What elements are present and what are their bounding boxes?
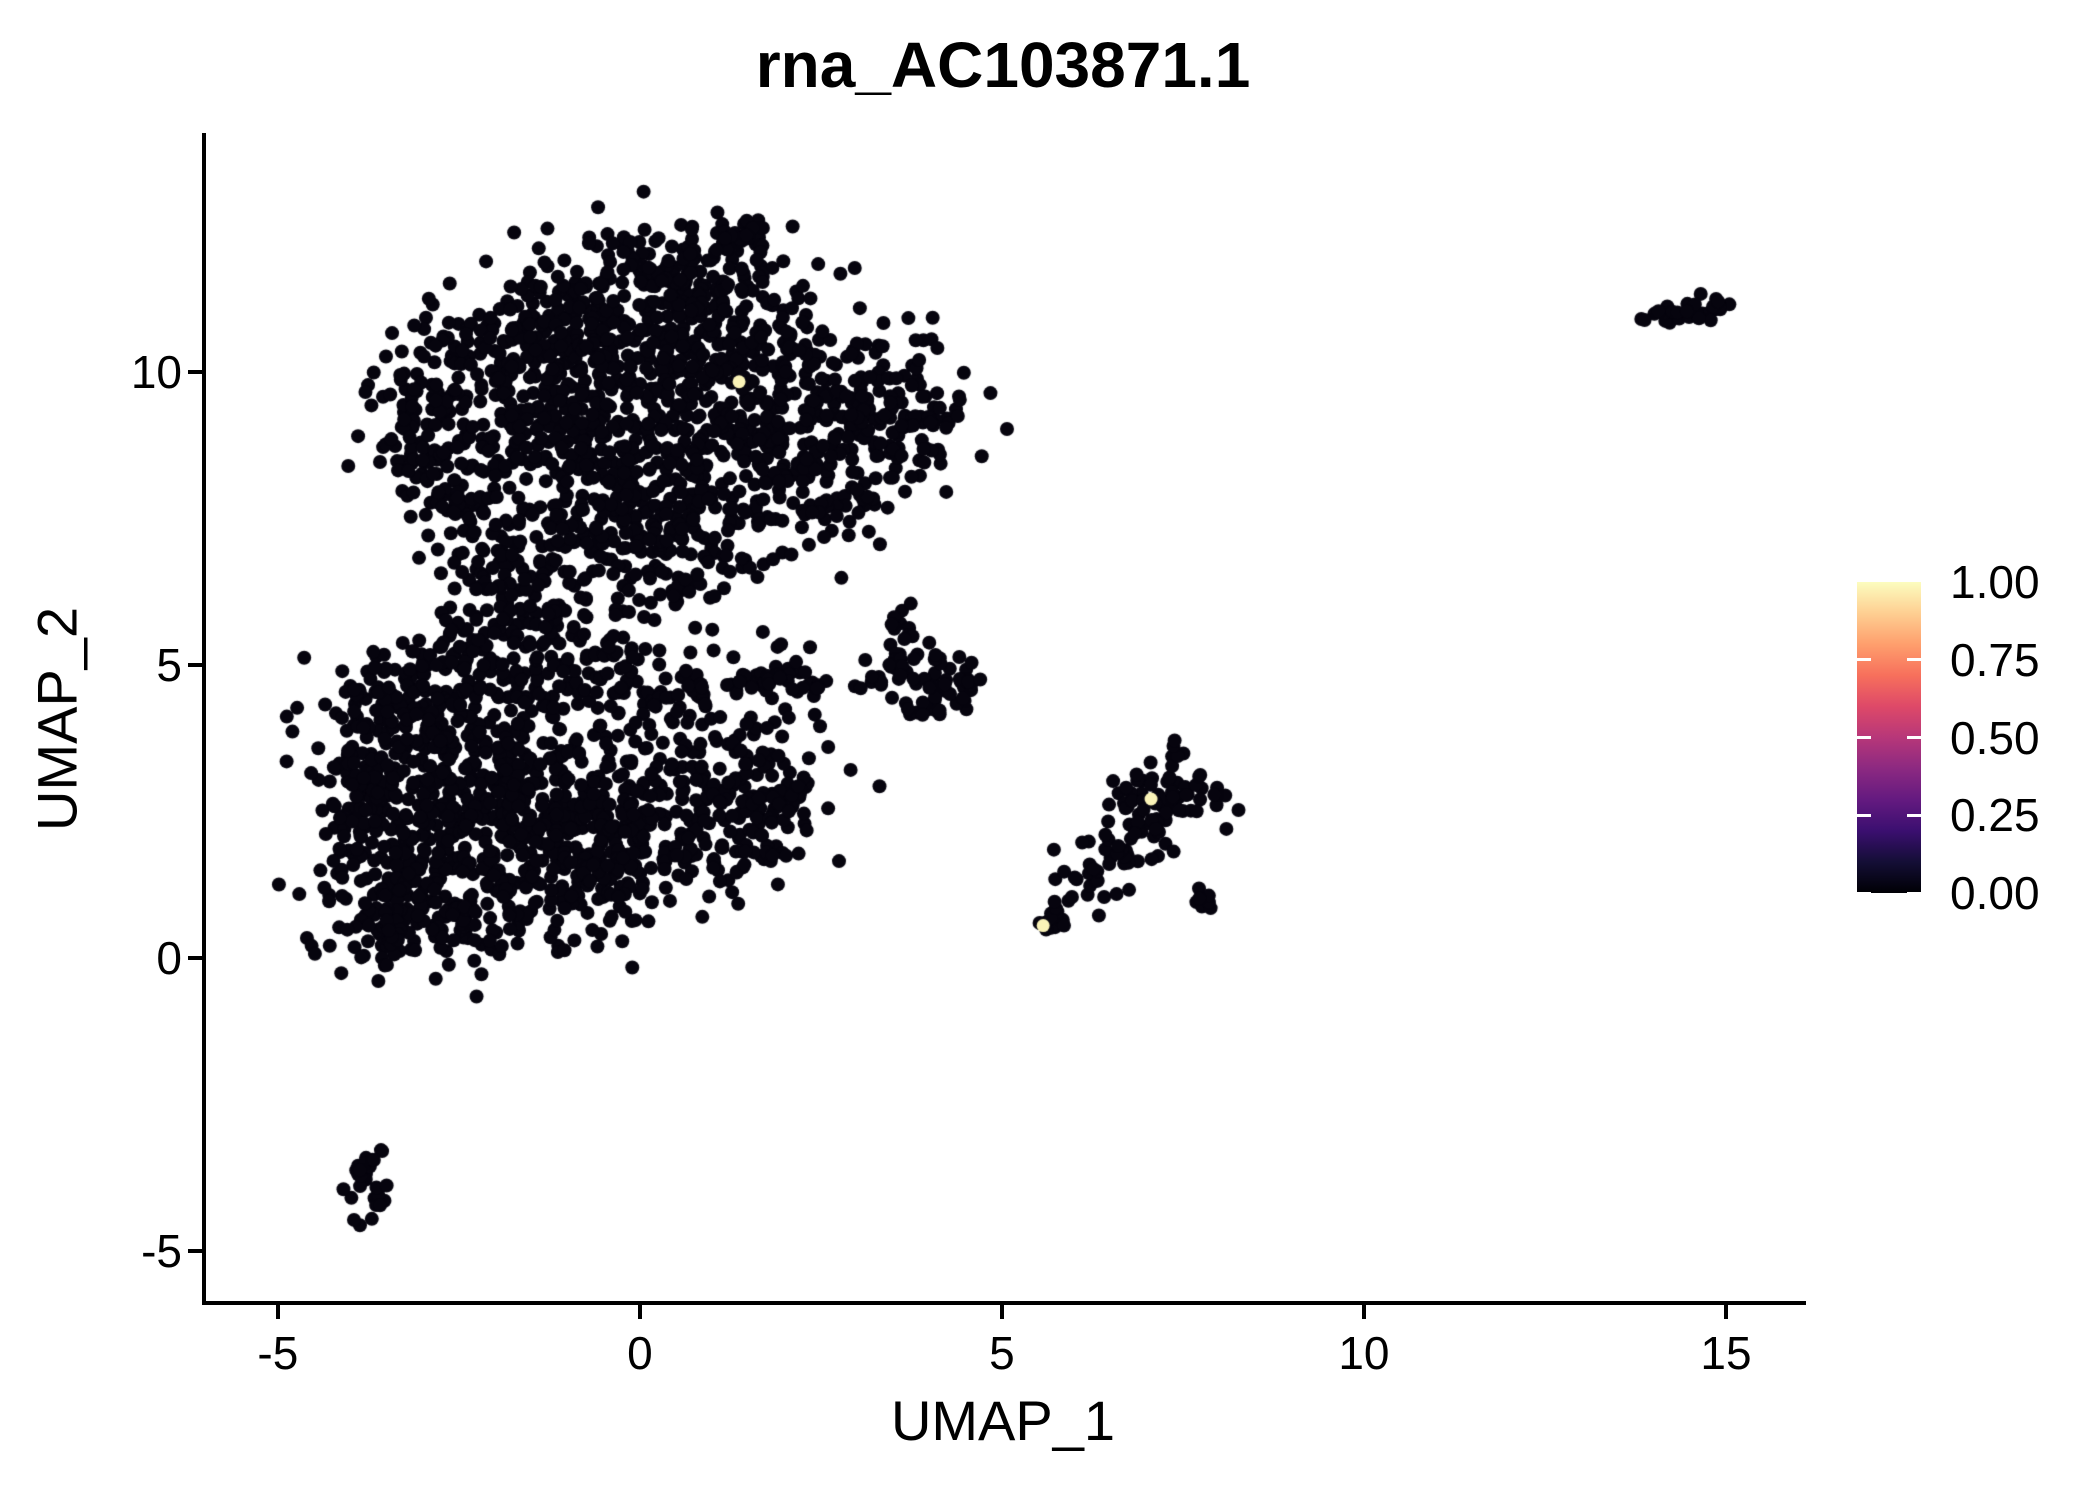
y-tick-label: 5 — [156, 638, 182, 691]
y-tick-mark — [188, 369, 202, 374]
x-tick-mark — [275, 1305, 280, 1319]
legend-tick — [1857, 813, 1871, 817]
legend-tick — [1907, 813, 1921, 817]
y-tick-label: 0 — [156, 931, 182, 984]
x-tick-mark — [1361, 1305, 1366, 1319]
x-axis-line — [202, 1301, 1806, 1305]
x-tick-label: -5 — [257, 1327, 299, 1379]
x-tick-mark — [1723, 1305, 1728, 1319]
legend-tick — [1857, 736, 1871, 739]
x-tick-mark — [999, 1305, 1004, 1319]
y-tick-label: 10 — [130, 345, 182, 398]
legend-label: 0.50 — [1950, 711, 2040, 764]
legend-tick — [1857, 891, 1871, 893]
x-tick-label: 5 — [989, 1327, 1015, 1379]
legend-gradient-bar — [1857, 582, 1921, 893]
legend-tick — [1907, 658, 1921, 662]
y-tick-label: -5 — [141, 1224, 182, 1277]
x-tick-label: 10 — [1338, 1327, 1390, 1379]
legend-tick — [1857, 658, 1871, 662]
legend-tick — [1907, 891, 1921, 893]
x-tick-mark — [637, 1305, 642, 1319]
y-axis-line — [202, 133, 206, 1305]
y-tick-mark — [188, 955, 202, 960]
legend-label: 0.25 — [1950, 789, 2040, 842]
x-axis-title: UMAP_1 — [890, 1389, 1116, 1452]
x-tick-label: 15 — [1700, 1327, 1752, 1379]
legend-label: 0.00 — [1950, 867, 2040, 919]
y-axis-title: UMAP_2 — [25, 606, 89, 832]
legend-tick — [1907, 736, 1921, 739]
legend-label: 0.75 — [1950, 633, 2040, 686]
x-tick-label: 0 — [627, 1327, 653, 1379]
y-tick-mark — [188, 662, 202, 667]
legend-label: 1.00 — [1950, 556, 2040, 608]
y-tick-mark — [188, 1248, 202, 1253]
